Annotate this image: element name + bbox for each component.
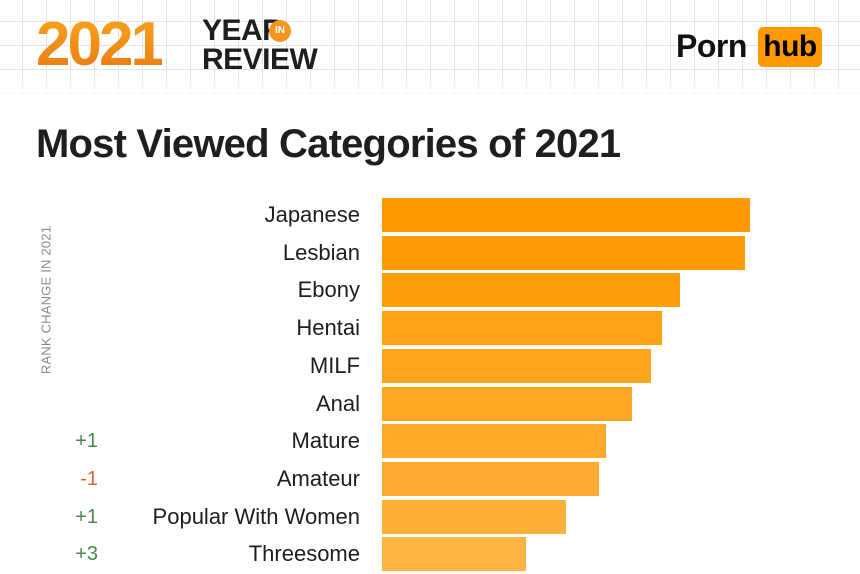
bar bbox=[382, 311, 662, 346]
category-label: Mature bbox=[291, 428, 360, 454]
category-label: Threesome bbox=[248, 541, 360, 567]
logo-text-left: Porn bbox=[676, 28, 747, 64]
category-label: Anal bbox=[315, 390, 360, 416]
rank-change-label: +1 bbox=[75, 430, 98, 453]
rank-change-label: +3 bbox=[75, 543, 98, 566]
year-in-review-words: YEAR REVIEW bbox=[202, 14, 318, 76]
category-label: Amateur bbox=[276, 465, 360, 491]
bar bbox=[382, 461, 600, 496]
rank-change-axis-label-text: RANK CHANGE IN 2021 bbox=[38, 225, 54, 375]
review-word: REVIEW bbox=[202, 43, 318, 76]
bar bbox=[382, 348, 651, 383]
in-badge: IN bbox=[269, 20, 291, 42]
bar bbox=[382, 198, 750, 232]
category-label: Lesbian bbox=[282, 239, 360, 265]
chart-title: Most Viewed Categories of 2021 bbox=[36, 122, 621, 166]
year-word: YEAR bbox=[202, 14, 284, 47]
bar bbox=[382, 386, 633, 421]
bar bbox=[382, 273, 681, 308]
category-label: Ebony bbox=[297, 277, 360, 303]
bar bbox=[382, 499, 566, 534]
category-label: MILF bbox=[309, 352, 360, 378]
category-label: Popular With Women bbox=[152, 503, 360, 529]
year-in-review-year: 2021 bbox=[36, 10, 165, 79]
rank-change-label: -1 bbox=[80, 467, 98, 490]
rank-change-label: +1 bbox=[75, 505, 98, 528]
category-label: Japanese bbox=[264, 202, 360, 227]
category-label: Hentai bbox=[296, 315, 360, 341]
bar bbox=[382, 537, 526, 572]
logo-text-right: hub bbox=[758, 27, 822, 67]
bar bbox=[382, 235, 745, 270]
header-fade bbox=[0, 70, 860, 100]
bar bbox=[382, 424, 607, 459]
